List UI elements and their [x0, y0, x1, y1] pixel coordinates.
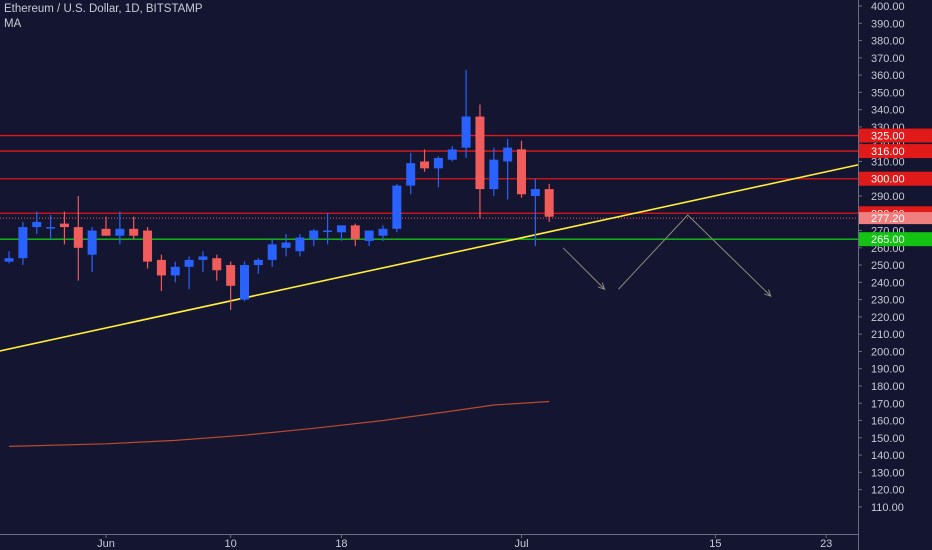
y-tick-label: 140.00: [871, 450, 905, 462]
candle-up: [323, 230, 333, 233]
candle-down: [59, 223, 69, 228]
candle-down: [544, 189, 554, 217]
candle-up: [364, 230, 374, 241]
candle-up: [184, 259, 194, 267]
candle-up: [18, 227, 28, 259]
y-tick-label: 120.00: [871, 485, 905, 497]
y-tick-label: 350.00: [871, 87, 905, 99]
candle-up: [530, 189, 540, 196]
candle-down: [156, 259, 166, 276]
x-tick-label: 15: [709, 538, 721, 550]
candle-up: [392, 185, 402, 229]
projection-layer[interactable]: [562, 214, 772, 297]
candle-up: [461, 116, 471, 148]
y-tick-label: 110.00: [871, 502, 904, 514]
trendline: [0, 158, 882, 352]
x-tick-label: 18: [335, 538, 347, 550]
candle-up: [489, 159, 499, 190]
candle-down: [350, 225, 360, 240]
x-tick-label: 10: [225, 538, 237, 550]
candle-up: [281, 242, 291, 248]
y-tick-label: 390.00: [871, 18, 905, 30]
level-price-tag: [859, 171, 932, 186]
y-tick-label: 290.00: [871, 191, 905, 203]
level-price-label: 316.00: [871, 146, 905, 158]
level-price-label: 265.00: [871, 234, 905, 246]
candle-up: [267, 244, 277, 260]
x-tick-label: 23: [820, 538, 832, 550]
y-tick-label: 150.00: [871, 433, 905, 445]
price-axis-bg: [858, 0, 932, 550]
candle-down: [143, 230, 153, 262]
y-tick-label: 340.00: [871, 105, 905, 117]
candle-up: [336, 225, 346, 233]
candle-down: [73, 227, 83, 248]
y-tick-label: 220.00: [871, 312, 905, 324]
indicator-label: MA: [4, 18, 22, 30]
y-tick-label: 190.00: [871, 364, 905, 376]
y-tick-label: 160.00: [871, 416, 905, 428]
trendline-layer[interactable]: [0, 158, 882, 353]
y-tick-label: 240.00: [871, 277, 905, 289]
horizontal-levels-layer: [0, 134, 858, 240]
price-axis[interactable]: 110.00 120.00 130.00 140.00 150.00 160.00 170.…: [858, 0, 932, 550]
candle-down: [212, 258, 222, 271]
candle-up: [240, 265, 249, 300]
projection-arrowhead-1: [597, 282, 606, 291]
candle-down: [420, 161, 430, 169]
candle-down: [475, 116, 485, 190]
y-tick-label: 360.00: [871, 70, 905, 82]
candle-up: [87, 230, 97, 255]
candle-up: [115, 228, 125, 236]
candle-down: [101, 228, 111, 236]
candle-down: [517, 149, 526, 195]
level-price-tag: [859, 232, 932, 247]
y-tick-label: 180.00: [871, 381, 905, 393]
candle-up: [433, 157, 443, 169]
y-tick-label: 370.00: [871, 53, 905, 65]
projection-arrowhead-2: [764, 289, 772, 297]
y-tick-label: 210.00: [871, 329, 905, 341]
y-tick-label: 230.00: [871, 295, 905, 307]
level-price-label: 300.00: [871, 174, 905, 186]
candles-layer: [4, 69, 554, 310]
candle-up: [4, 258, 14, 262]
candle-up: [46, 227, 56, 229]
candle-up: [447, 149, 457, 160]
time-axis[interactable]: Jun 10 18 Jul 15 23: [0, 534, 858, 550]
level-price-tag: [859, 144, 932, 159]
candle-up: [295, 237, 305, 252]
candle-down: [226, 265, 236, 286]
candle-up: [170, 266, 180, 276]
y-tick-label: 200.00: [871, 346, 905, 358]
candle-up: [309, 230, 319, 240]
candle-up: [378, 228, 388, 236]
x-tick-label: Jun: [97, 538, 115, 550]
moving-average-layer: [8, 400, 550, 447]
candle-up: [503, 147, 513, 162]
projection-arrow-2: [618, 214, 772, 297]
candle-up: [406, 163, 416, 186]
y-tick-label: 130.00: [871, 467, 905, 479]
candle-up: [198, 256, 208, 260]
y-tick-label: 250.00: [871, 260, 905, 272]
level-price-tag: [859, 128, 932, 143]
candle-up: [32, 221, 42, 228]
projection-arrow-1: [562, 247, 605, 290]
candle-down: [129, 228, 139, 236]
level-price-label: 325.00: [871, 131, 905, 143]
y-tick-label: 400.00: [871, 1, 905, 13]
y-tick-label: 170.00: [871, 398, 905, 410]
current-price-tag: [859, 212, 932, 225]
y-tick-label: 380.00: [871, 36, 905, 48]
y-tick-label: 310.00: [871, 156, 905, 168]
x-tick-label: Jul: [514, 538, 528, 550]
candle-up: [253, 259, 263, 266]
moving-average-line: [8, 400, 550, 447]
current-price-label: 277.20: [871, 213, 905, 225]
symbol-title: Ethereum / U.S. Dollar, 1D, BITSTAMP: [4, 3, 203, 15]
